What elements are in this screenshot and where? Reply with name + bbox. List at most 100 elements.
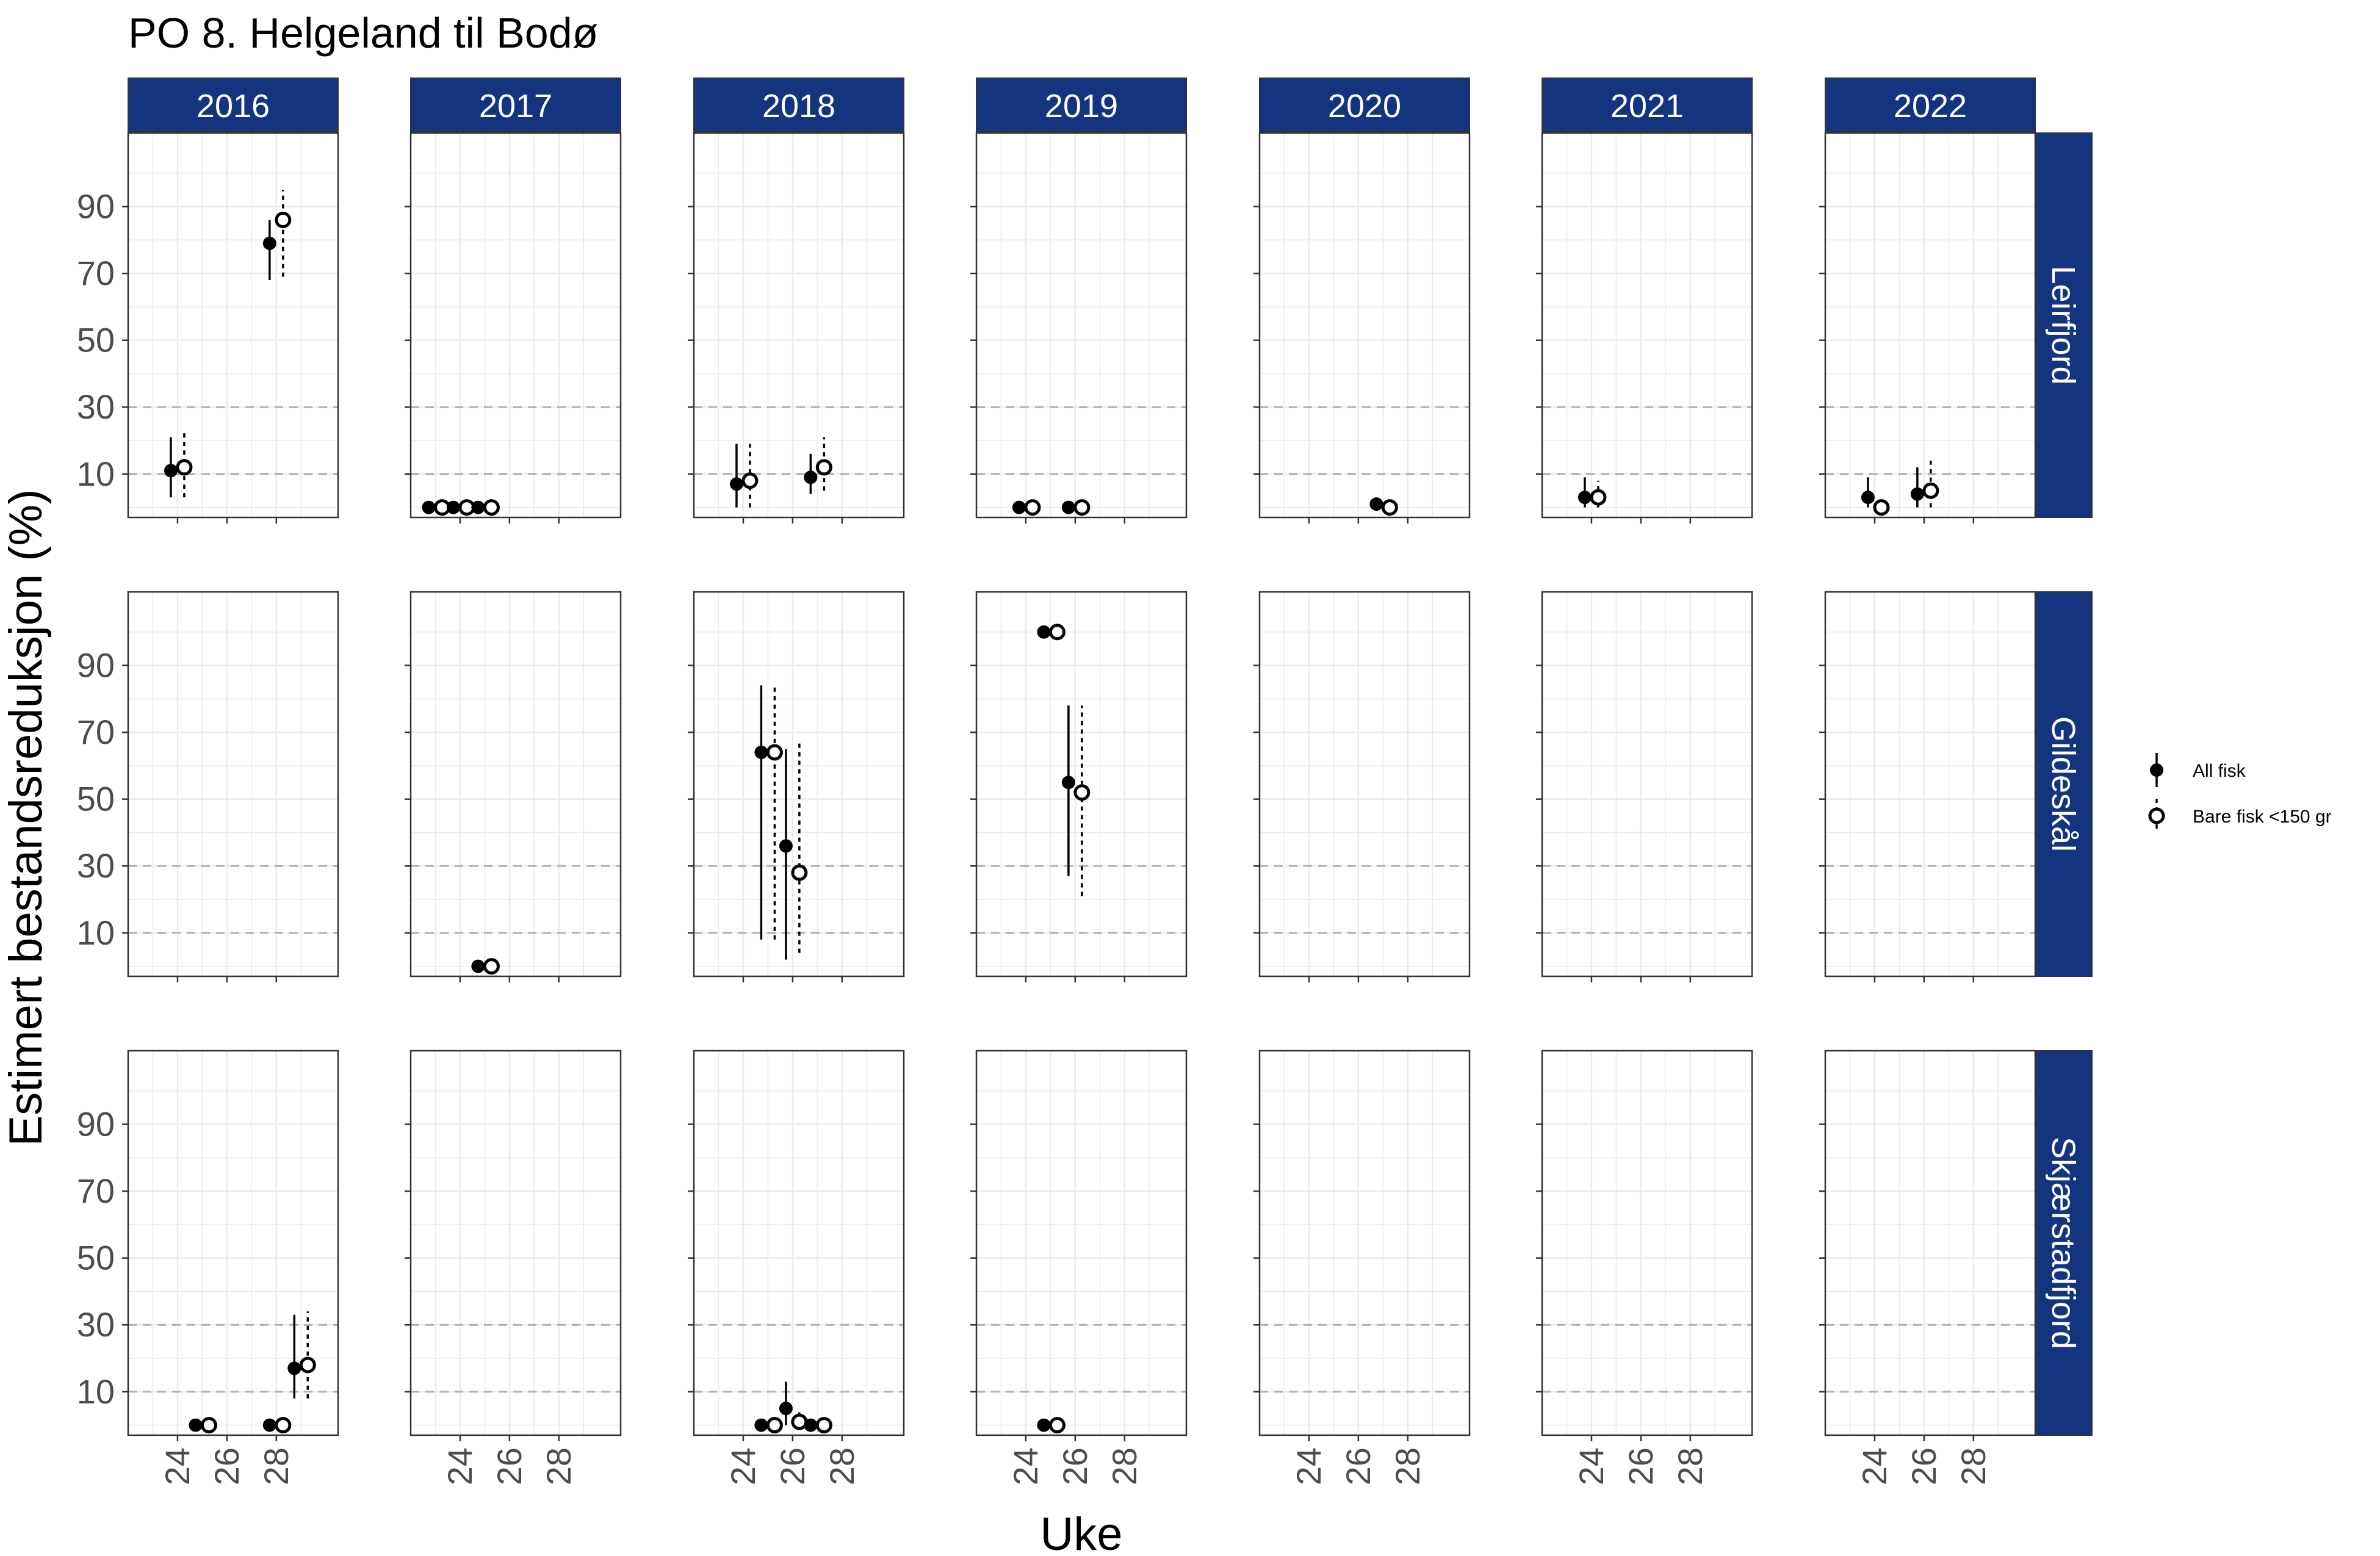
y-tick-label: 30 <box>77 387 115 426</box>
point-all-fisk <box>287 1361 301 1375</box>
point-all-fisk <box>1061 500 1075 514</box>
panel-0-2021 <box>1536 132 1753 524</box>
panel-border <box>127 1050 339 1436</box>
x-tick-label: 24 <box>441 1447 479 1485</box>
point-all-fisk <box>804 470 818 484</box>
panel-background <box>1542 1051 1752 1435</box>
y-tick-label: 70 <box>77 713 115 751</box>
strip-2021 <box>1542 77 1753 132</box>
x-tick-label: 26 <box>490 1447 528 1485</box>
panel-2-2016: 10 30 50 70 90 24 26 28 <box>77 1050 339 1485</box>
panel-border <box>1824 132 2036 519</box>
y-tick-label: 50 <box>77 321 115 359</box>
panel-2-2021: 24 26 28 <box>1536 1050 1753 1485</box>
panel-border <box>1258 1050 1471 1436</box>
point-all-fisk <box>779 1402 793 1416</box>
x-tick-label: 26 <box>1056 1447 1094 1485</box>
panel-background <box>128 133 338 517</box>
point-all-fisk <box>262 1418 276 1432</box>
strip-2022 <box>1825 77 2036 132</box>
x-tick-label: 28 <box>1671 1447 1709 1485</box>
panel-border <box>693 132 905 519</box>
point-bare-fisk <box>791 864 808 881</box>
y-tick-label: 10 <box>77 455 115 493</box>
panel-border <box>1258 132 1471 519</box>
strip-label-2022: 2022 <box>1894 88 1967 124</box>
legend-label: All fisk <box>2193 761 2246 781</box>
panel-background <box>976 1051 1186 1435</box>
x-tick-label: 28 <box>1388 1447 1427 1485</box>
point-all-fisk <box>471 500 485 514</box>
point-all-fisk <box>729 477 743 491</box>
strip-label-2016: 2016 <box>197 88 270 124</box>
y-tick-label: 90 <box>77 187 115 226</box>
panel-background <box>694 1051 904 1435</box>
y-tick-label: 70 <box>77 254 115 292</box>
x-tick-label: 24 <box>1289 1447 1328 1485</box>
panel-1-2016: 10 30 50 70 90 <box>77 591 339 982</box>
x-tick-label: 26 <box>207 1447 246 1485</box>
panel-border <box>1824 1050 2036 1436</box>
panel-background <box>1260 1051 1469 1435</box>
panel-1-2017 <box>405 591 622 982</box>
panel-border <box>1541 1050 1753 1436</box>
panel-1-2022 <box>1819 591 2036 982</box>
panel-border <box>1824 591 2036 978</box>
point-all-fisk <box>422 500 436 514</box>
point-bare-fisk <box>1048 624 1066 641</box>
point-bare-fisk <box>1922 482 1939 499</box>
y-tick-label: 90 <box>77 646 115 685</box>
panel-background <box>1542 592 1752 976</box>
legend-key-point <box>2148 807 2165 824</box>
panel-background <box>976 133 1186 517</box>
x-tick-label: 28 <box>539 1447 578 1485</box>
panel-border <box>1541 591 1753 978</box>
panel-1-2021 <box>1536 591 1753 982</box>
point-all-fisk <box>779 839 793 853</box>
strip-2017 <box>410 77 621 132</box>
legend-label: Bare fisk <150 gr <box>2193 807 2332 827</box>
strip-2018 <box>693 77 904 132</box>
panel-0-2016: 10 30 50 70 90 <box>77 132 339 524</box>
panel-border <box>975 1050 1188 1436</box>
panel-background <box>1825 133 2035 517</box>
strip-2016 <box>128 77 339 132</box>
y-tick-label: 90 <box>77 1105 115 1144</box>
panel-border <box>693 1050 905 1436</box>
strip-2020 <box>1259 77 1470 132</box>
panel-background <box>411 1051 621 1435</box>
x-tick-label: 26 <box>1905 1447 1943 1485</box>
strip-label-row-0: Leirfjord <box>2045 265 2082 384</box>
y-tick-label: 70 <box>77 1172 115 1210</box>
x-tick-label: 24 <box>724 1447 762 1485</box>
x-tick-label: 24 <box>1855 1447 1894 1485</box>
point-bare-fisk <box>766 744 783 761</box>
point-bare-fisk <box>1073 784 1091 801</box>
x-tick-label: 24 <box>1572 1447 1610 1485</box>
point-bare-fisk <box>1873 499 1890 516</box>
y-tick-label: 30 <box>77 1305 115 1344</box>
y-tick-label: 10 <box>77 1372 115 1411</box>
panel-2-2022: 24 26 28 <box>1819 1050 2036 1485</box>
strip-2019 <box>976 77 1187 132</box>
point-all-fisk <box>471 959 485 973</box>
y-tick-label: 10 <box>77 913 115 952</box>
strip-label-row-2: Skjærstadfjord <box>2045 1137 2082 1349</box>
panel-background <box>411 592 621 976</box>
panel-0-2018 <box>688 132 905 524</box>
point-all-fisk <box>1037 1418 1051 1432</box>
point-all-fisk <box>754 1418 768 1432</box>
panel-border <box>409 591 622 978</box>
point-all-fisk <box>1369 497 1383 511</box>
x-tick-label: 24 <box>158 1447 197 1485</box>
panel-2-2018: 24 26 28 <box>688 1050 905 1485</box>
point-bare-fisk <box>275 1417 292 1434</box>
panel-1-2018 <box>688 591 905 982</box>
panel-2-2019: 24 26 28 <box>970 1050 1188 1485</box>
point-all-fisk <box>1910 487 1924 501</box>
point-bare-fisk <box>299 1356 316 1374</box>
point-all-fisk <box>189 1418 203 1432</box>
x-tick-label: 26 <box>773 1447 812 1485</box>
y-axis-title: Estimert bestandsreduksjon (%) <box>0 489 52 1146</box>
